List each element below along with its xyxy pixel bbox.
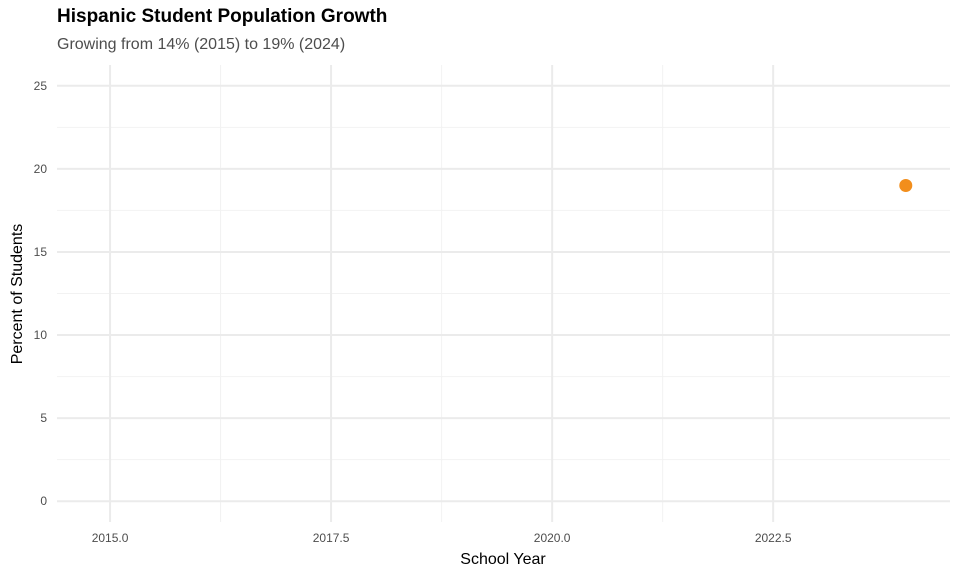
data-points (899, 178, 913, 192)
x-axis-ticks: 2015.0 2017.5 2020.0 2022.5 (92, 531, 792, 545)
y-tick-label: 15 (34, 245, 48, 259)
y-tick-label: 25 (34, 79, 48, 93)
x-axis-label: School Year (460, 551, 546, 568)
y-tick-label: 0 (40, 494, 47, 508)
x-tick-label: 2020.0 (534, 531, 571, 545)
grid-lines (57, 65, 950, 522)
y-tick-label: 10 (34, 328, 48, 342)
x-tick-label: 2015.0 (92, 531, 129, 545)
chart-title: Hispanic Student Population Growth (57, 6, 388, 27)
data-point (899, 178, 913, 192)
y-axis-ticks: 0 5 10 15 20 25 (34, 79, 48, 508)
y-tick-label: 20 (34, 162, 48, 176)
y-tick-label: 5 (40, 411, 47, 425)
y-axis-label: Percent of Students (9, 224, 26, 365)
chart-subtitle: Growing from 14% (2015) to 19% (2024) (57, 36, 346, 53)
x-tick-label: 2022.5 (755, 531, 792, 545)
x-tick-label: 2017.5 (313, 531, 350, 545)
